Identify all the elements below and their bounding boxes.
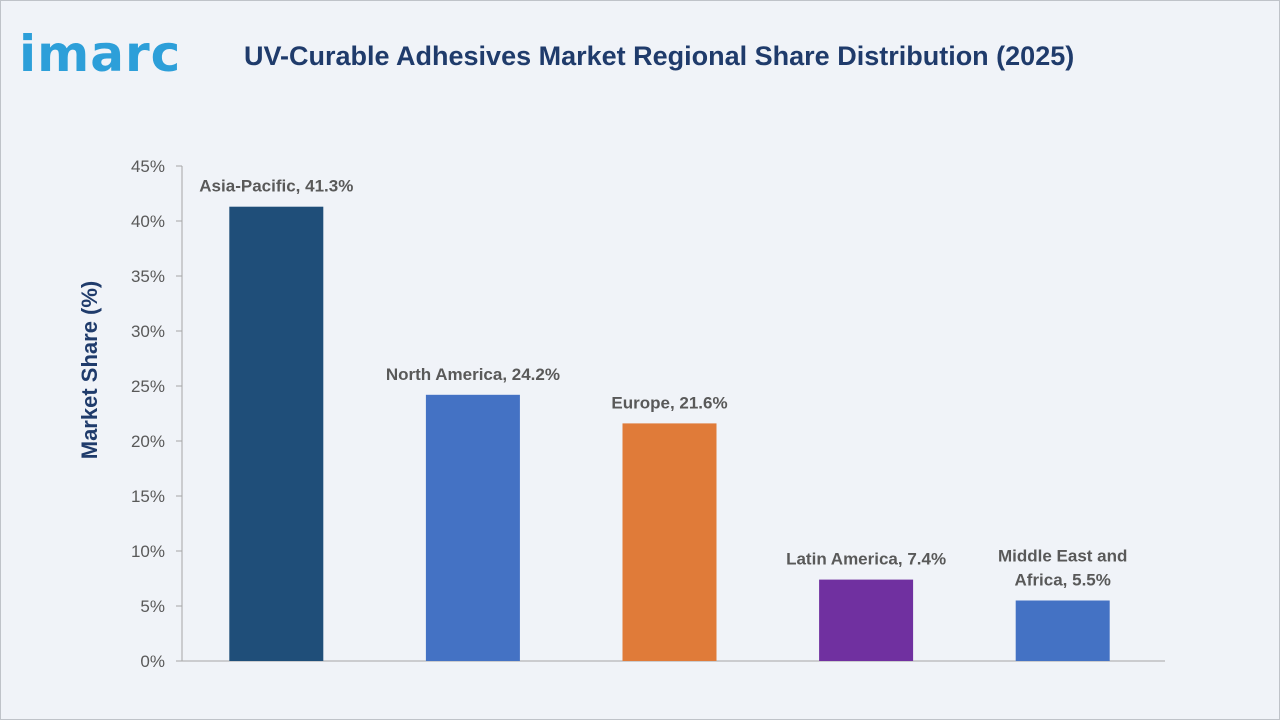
chart-axes: 0% 5% 10% 15% 20% 25% 30% 35% 40% 45% <box>131 157 1165 671</box>
data-label: Europe, 21.6% <box>611 393 727 412</box>
y-tick-label: 45% <box>131 157 165 176</box>
y-tick-label: 10% <box>131 542 165 561</box>
imarc-logo: imarc <box>19 25 182 83</box>
y-tick-label: 40% <box>131 212 165 231</box>
data-label: Africa, 5.5% <box>1015 571 1111 590</box>
y-axis-title: Market Share (%) <box>77 281 102 460</box>
y-tick-label: 25% <box>131 377 165 396</box>
bar-europe <box>622 423 717 661</box>
data-label: North America, 24.2% <box>386 365 560 384</box>
bar-latin-america <box>819 579 914 661</box>
data-label: Asia-Pacific, 41.3% <box>199 177 353 196</box>
y-tick-label: 0% <box>140 652 165 671</box>
data-label: Middle East and <box>998 547 1127 566</box>
y-tick-label: 30% <box>131 322 165 341</box>
bar-asia-pacific <box>229 206 324 661</box>
y-tick-label: 35% <box>131 267 165 286</box>
chart-title: UV-Curable Adhesives Market Regional Sha… <box>244 41 1075 71</box>
chart-bars <box>229 206 1110 661</box>
data-label: Latin America, 7.4% <box>786 550 946 569</box>
y-tick-label: 15% <box>131 487 165 506</box>
y-tick-label: 20% <box>131 432 165 451</box>
y-tick-label: 5% <box>140 597 165 616</box>
bar-middle-east-and-africa <box>1015 600 1110 661</box>
chart-data-labels: Asia-Pacific, 41.3% North America, 24.2% E… <box>199 177 1127 590</box>
bar-north-america <box>425 394 520 661</box>
